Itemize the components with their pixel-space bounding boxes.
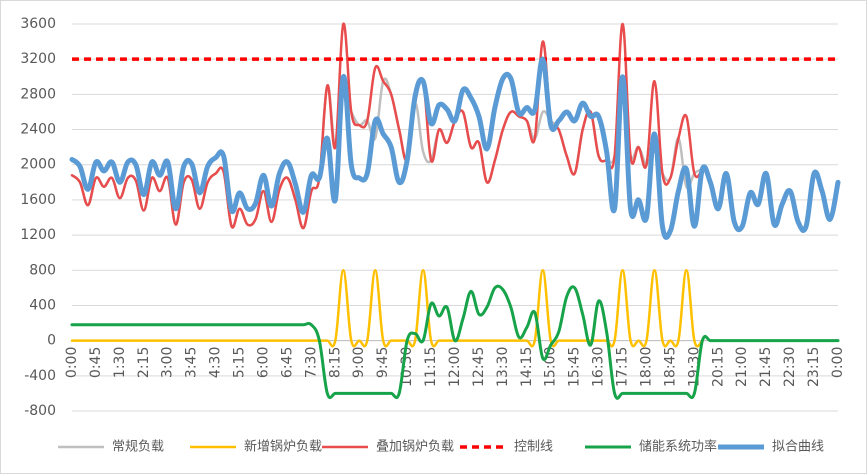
x-tick-label: 15:00 xyxy=(543,347,559,387)
y-tick-label: 400 xyxy=(29,297,56,313)
series-line xyxy=(70,284,840,400)
x-tick-label: 0:00 xyxy=(64,347,80,378)
x-tick-label: 12:00 xyxy=(447,347,463,387)
x-tick-label: 21:00 xyxy=(734,347,750,387)
x-tick-label: 9:00 xyxy=(351,347,367,378)
y-tick-label: -800 xyxy=(24,403,56,419)
x-tick-label: 20:15 xyxy=(710,347,726,387)
x-tick-label: 23:15 xyxy=(806,347,822,387)
series-line xyxy=(70,269,704,348)
y-tick-label: 2400 xyxy=(20,122,56,138)
y-tick-label: 1600 xyxy=(20,192,56,208)
x-tick-label: 17:15 xyxy=(615,347,631,387)
y-tick-label: 3200 xyxy=(20,51,56,67)
x-tick-label: 1:30 xyxy=(112,347,128,378)
x-tick-label: 2:15 xyxy=(136,347,152,378)
x-tick-label: 5:15 xyxy=(232,347,248,378)
x-tick-label: 21:45 xyxy=(758,347,774,387)
x-tick-label: 14:15 xyxy=(519,347,535,387)
x-tick-label: 18:45 xyxy=(662,347,678,387)
x-tick-label: 15:45 xyxy=(567,347,583,387)
legend-label: 叠加锅炉负载 xyxy=(376,439,454,455)
x-tick-label: 3:00 xyxy=(160,347,176,378)
legend-label: 新增锅炉负载 xyxy=(244,439,322,455)
legend-label: 储能系统功率 xyxy=(639,439,717,455)
y-tick-label: -400 xyxy=(24,368,56,384)
y-tick-label: 2800 xyxy=(20,86,56,102)
legend: 常规负载 新增锅炉负载 叠加锅炉负载 控制线 储能系统功率 拟合曲线 xyxy=(58,439,824,455)
y-tick-label: 0 xyxy=(47,333,56,349)
x-tick-label: 18:00 xyxy=(639,347,655,387)
y-tick-label: 2000 xyxy=(20,157,56,173)
y-tick-label: 3600 xyxy=(20,16,56,32)
x-tick-label: 4:30 xyxy=(208,347,224,378)
y-tick-label: 800 xyxy=(29,262,56,278)
x-tick-label: 6:45 xyxy=(279,347,295,378)
x-tick-label: 11:15 xyxy=(423,347,439,387)
x-tick-label: 12:45 xyxy=(471,347,487,387)
x-tick-label: 0:45 xyxy=(88,347,104,378)
legend-label: 常规负载 xyxy=(112,440,164,455)
x-tick-label: 3:45 xyxy=(184,347,200,378)
x-tick-label: 0:00 xyxy=(830,347,846,378)
x-tick-label: 13:30 xyxy=(495,347,511,387)
series-line xyxy=(69,56,841,240)
y-tick-label: 1200 xyxy=(20,227,56,243)
x-tick-label: 8:15 xyxy=(327,347,343,378)
x-tick-label: 16:30 xyxy=(591,347,607,387)
x-tick-label: 6:00 xyxy=(256,347,272,378)
x-tick-label: 9:45 xyxy=(375,347,391,378)
legend-label: 拟合曲线 xyxy=(772,440,824,455)
x-tick-label: 7:30 xyxy=(303,347,319,378)
x-tick-label: 22:30 xyxy=(782,347,798,387)
legend-label: 控制线 xyxy=(514,440,553,455)
